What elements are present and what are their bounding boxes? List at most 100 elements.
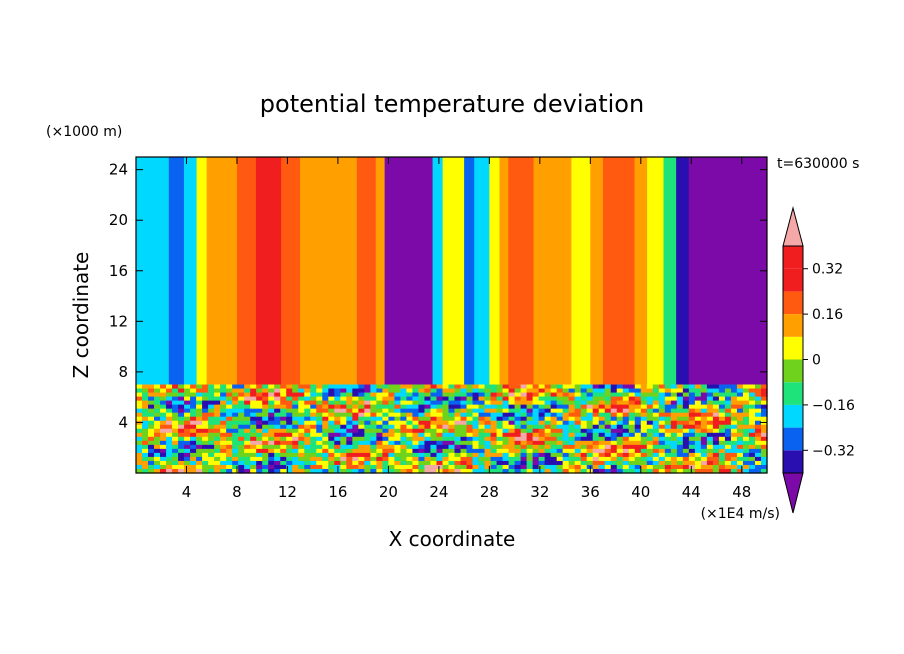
field-cell [292,436,299,442]
field-cell [646,388,654,394]
field-cell [682,424,690,430]
field-cell [328,408,335,414]
field-cell [604,420,612,426]
field-cell [598,396,606,402]
field-cell [382,424,389,430]
field-cell [400,432,408,438]
field-cell [706,448,714,454]
field-cell [376,420,383,426]
field-cell [514,460,522,466]
field-cell [268,444,275,450]
field-band [206,157,238,385]
field-cell [334,416,341,422]
field-cell [532,452,540,458]
field-cell [244,436,251,442]
field-cell [604,452,612,458]
field-cell [514,440,522,446]
field-cell [256,392,263,398]
field-cell [160,448,167,454]
field-cell [238,420,245,426]
field-cell [658,384,666,390]
field-cell [466,416,474,422]
field-cell [310,448,317,454]
field-cell [646,456,654,462]
field-cell [472,428,480,434]
field-cell [550,428,558,434]
field-cell [754,452,762,458]
field-cell [760,384,768,390]
field-cell [178,424,185,430]
field-cell [640,408,648,414]
field-cell [400,416,408,422]
field-cell [652,464,660,470]
field-cell [526,448,534,454]
field-cell [616,420,624,426]
field-cell [214,452,221,458]
field-cell [190,468,197,474]
field-cell [718,424,726,430]
field-cell [736,460,744,466]
field-cell [700,412,708,418]
field-cell [430,440,438,446]
field-cell [382,404,389,410]
field-cell [610,408,618,414]
field-cell [160,424,167,430]
field-cell [196,392,203,398]
field-cell [670,392,678,398]
field-cell [220,412,227,418]
field-cell [616,464,624,470]
field-cell [736,436,744,442]
field-cell [616,448,624,454]
field-band [499,157,509,385]
field-cell [412,440,420,446]
field-cell [364,388,371,394]
field-cell [514,420,522,426]
field-cell [586,428,594,434]
field-cell [682,460,690,466]
field-cell [424,416,432,422]
field-cell [748,412,756,418]
field-cell [544,412,552,418]
field-cell [664,400,672,406]
field-cell [220,448,227,454]
field-cell [664,464,672,470]
field-cell [520,456,528,462]
field-cell [520,388,528,394]
field-cell [202,400,209,406]
field-cell [244,392,251,398]
field-cell [754,432,762,438]
field-cell [388,420,396,426]
field-cell [388,412,396,418]
field-cell [754,408,762,414]
field-cell [256,452,263,458]
field-cell [166,412,173,418]
field-cell [700,400,708,406]
x-tick-label: 40 [631,483,650,501]
field-cell [604,408,612,414]
field-cell [208,448,215,454]
field-cell [616,424,624,430]
field-cell [136,444,143,450]
field-cell [676,412,684,418]
field-cell [520,424,528,430]
field-cell [514,392,522,398]
field-cell [226,468,233,474]
field-cell [256,444,263,450]
field-cell [550,404,558,410]
field-cell [256,420,263,426]
field-cell [352,392,359,398]
field-cell [472,384,480,390]
field-cell [760,452,768,458]
field-cell [424,448,432,454]
field-cell [226,396,233,402]
field-cell [340,384,347,390]
field-cell [760,440,768,446]
field-cell [640,384,648,390]
field-cell [268,392,275,398]
field-cell [418,452,426,458]
field-cell [250,460,257,466]
field-cell [214,384,221,390]
field-cell [562,400,570,406]
field-cell [520,460,528,466]
field-cell [664,456,672,462]
